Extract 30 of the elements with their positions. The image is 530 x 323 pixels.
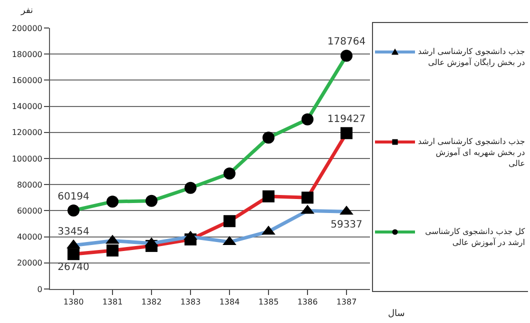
x-tick-label: 1387	[336, 298, 357, 307]
x-tick-label: 1383	[180, 298, 201, 307]
x-tick-label: 1381	[102, 298, 123, 307]
y-tick-label: 40000	[16, 232, 42, 242]
y-tick-label: 100000	[12, 154, 42, 164]
data-label: 26740	[58, 262, 90, 274]
y-tick-label: 80000	[16, 180, 42, 190]
x-tick-label: 1386	[297, 298, 318, 307]
y-tick-label: 20000	[16, 258, 42, 268]
y-tick-label: 200000	[12, 24, 42, 33]
y-tick-label: 160000	[12, 76, 42, 85]
x-tick-label: 1380	[63, 298, 84, 307]
data-label: 119427	[327, 114, 366, 126]
y-tick-label: 180000	[12, 50, 42, 59]
y-tick-label: 120000	[12, 128, 42, 138]
data-label: 59337	[330, 220, 362, 231]
y-tick-label: 0	[37, 284, 42, 294]
x-tick-label: 1382	[141, 298, 162, 307]
legend-label: جذب دانشجوی کارشناسی ارشد در بخش رایگان آموزش عالی	[417, 47, 525, 69]
data-label: 178764	[327, 36, 366, 48]
x-axis-title: سال	[388, 309, 405, 319]
data-label: 33454	[58, 226, 90, 238]
x-tick-label: 1384	[219, 298, 240, 307]
y-tick-label: 60000	[16, 206, 42, 216]
legend-label: جذب دانشجوی کارشناسی ارشد در بخش شهریه ای آموزش عالی	[417, 137, 525, 170]
legend-label: کل جذب دانشجوی کارشناسی ارشد در آموزش عالی	[424, 227, 525, 249]
y-axis-title: نفر	[20, 6, 34, 16]
y-tick-label: 140000	[12, 102, 42, 112]
data-label: 60194	[58, 191, 90, 202]
x-tick-label: 1385	[258, 298, 279, 307]
